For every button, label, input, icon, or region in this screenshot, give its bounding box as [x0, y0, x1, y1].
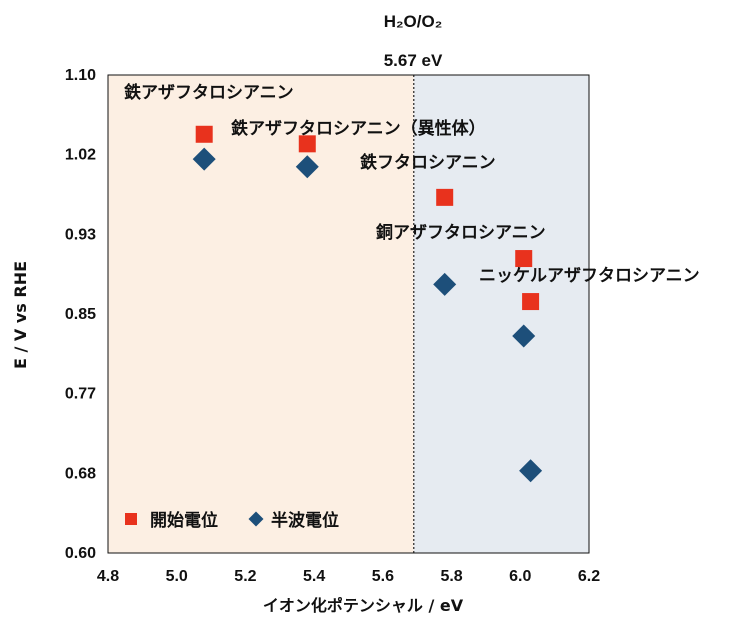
reference-label-value: 5.67 eV	[384, 51, 443, 70]
onset-point	[522, 293, 540, 311]
onset-point	[436, 188, 454, 206]
plot-frame	[107, 74, 590, 554]
x-tick-label: 6.2	[578, 568, 600, 585]
halfwave-point	[512, 324, 536, 348]
x-tick-label: 5.6	[372, 568, 394, 585]
x-tick-label: 5.0	[166, 568, 188, 585]
onset-point	[515, 250, 533, 268]
x-axis-ticks: 4.8 5.0 5.2 5.4 5.6 5.8 6.0 6.2	[97, 568, 600, 585]
y-tick-label: 0.93	[65, 226, 96, 243]
y-tick-label: 0.60	[65, 545, 96, 562]
y-tick-label: 0.77	[65, 386, 96, 403]
halfwave-point	[519, 459, 543, 483]
annotation-fe-pc: 鉄フタロシアニン	[360, 152, 496, 173]
legend: 開始電位 半波電位	[125, 510, 339, 531]
y-tick-label: 1.10	[65, 67, 96, 84]
y-axis-title: E / V vs RHE	[11, 261, 30, 369]
onset-point	[298, 135, 316, 153]
annotation-fe-azapc-isomer: 鉄アザフタロシアニン（異性体）	[231, 118, 486, 139]
reference-label-main: H₂O/O₂	[384, 12, 443, 31]
y-tick-label: 1.02	[65, 147, 96, 164]
legend-marker-onset	[125, 513, 137, 525]
x-tick-label: 5.4	[303, 568, 325, 585]
x-tick-label: 5.8	[440, 568, 462, 585]
legend-label-onset: 開始電位	[150, 510, 218, 531]
y-axis-ticks: 0.60 0.68 0.77 0.85 0.93 1.02 1.10	[65, 67, 96, 562]
series-layer	[192, 125, 543, 483]
annotation-cu-azapc: 銅アザフタロシアニン	[376, 222, 546, 243]
region-left-background	[108, 75, 414, 553]
x-axis-title: イオン化ポテンシャル / eV	[263, 596, 464, 615]
halfwave-point	[192, 147, 216, 171]
halfwave-point	[433, 272, 457, 296]
halfwave-point	[295, 155, 319, 179]
onset-point	[195, 125, 213, 143]
x-tick-label: 5.2	[234, 568, 256, 585]
legend-label-halfwave: 半波電位	[271, 510, 339, 531]
x-tick-label: 4.8	[97, 568, 119, 585]
annotation-ni-azapc: ニッケルアザフタロシアニン	[479, 266, 700, 286]
legend-marker-halfwave	[248, 511, 264, 527]
y-tick-label: 0.68	[65, 465, 96, 482]
annotation-fe-azapc: 鉄アザフタロシアニン	[124, 82, 294, 103]
y-tick-label: 0.85	[65, 306, 96, 323]
x-tick-label: 6.0	[509, 568, 531, 585]
region-right-background	[413, 75, 589, 553]
